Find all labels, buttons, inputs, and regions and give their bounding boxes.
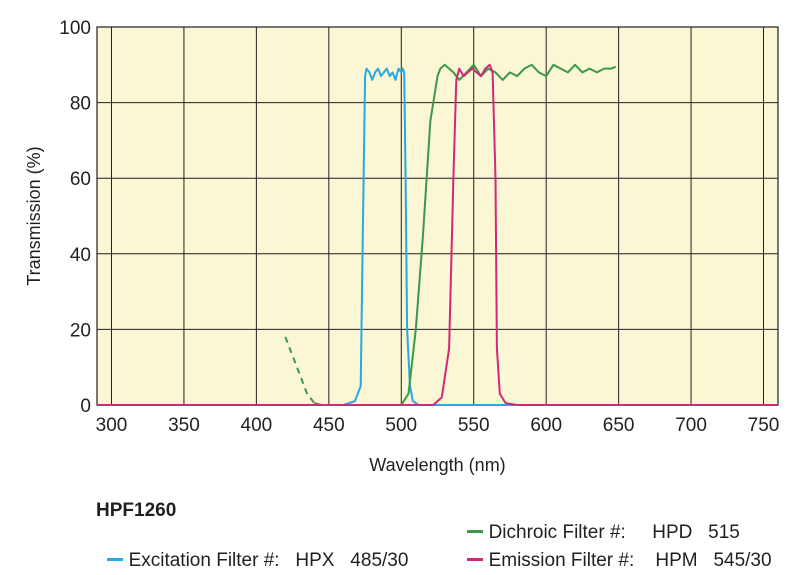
excitation-swatch	[106, 558, 123, 562]
x-tick-400: 400	[241, 415, 273, 436]
excitation-label: Excitation Filter #:	[128, 550, 280, 571]
emission-label: Emission Filter #:	[488, 550, 635, 571]
x-tick-350: 350	[168, 415, 200, 436]
y-tick-60: 60	[70, 169, 91, 190]
x-tick-650: 650	[603, 415, 635, 436]
x-tick-500: 500	[385, 415, 417, 436]
legend-dichroic: Dichroic Filter #: HPD 515	[456, 500, 740, 544]
y-tick-0: 0	[80, 396, 91, 417]
tick-labels: 300 350 400 450 500 550 600 650 700 750 0 20 40 60 80 1…	[59, 18, 779, 436]
legend-emission: Emission Filter #: HPM 545/30	[456, 528, 772, 572]
y-tick-100: 100	[59, 18, 91, 39]
x-tick-550: 550	[458, 415, 490, 436]
excitation-line	[97, 67, 778, 406]
x-axis-label: Wavelength (nm)	[369, 455, 505, 475]
x-tick-750: 750	[748, 415, 780, 436]
plot-area	[97, 27, 778, 405]
x-tick-450: 450	[313, 415, 345, 436]
dichroic-dashed-line	[284, 336, 316, 404]
chart: 300 350 400 450 500 550 600 650 700 750 0 20 40 60 80 1…	[24, 18, 779, 475]
y-axis-label: Transmission (%)	[24, 146, 44, 285]
emission-value: HPM 545/30	[655, 550, 772, 571]
y-tick-40: 40	[70, 245, 91, 266]
dichroic-swatch	[466, 530, 483, 534]
legend-excitation: Excitation Filter #: HPX 485/30	[96, 528, 408, 572]
x-tick-600: 600	[530, 415, 562, 436]
product-title: HPF1260	[96, 500, 177, 521]
emission-line	[97, 63, 778, 406]
x-tick-300: 300	[96, 415, 128, 436]
dichroic-line	[314, 63, 617, 406]
emission-swatch	[466, 558, 483, 562]
series-group	[97, 63, 778, 406]
dichroic-value: HPD 515	[652, 522, 740, 543]
y-tick-80: 80	[70, 94, 91, 115]
y-tick-20: 20	[70, 320, 91, 341]
excitation-value: HPX 485/30	[295, 550, 409, 571]
x-tick-700: 700	[675, 415, 707, 436]
dichroic-label: Dichroic Filter #:	[488, 522, 626, 543]
